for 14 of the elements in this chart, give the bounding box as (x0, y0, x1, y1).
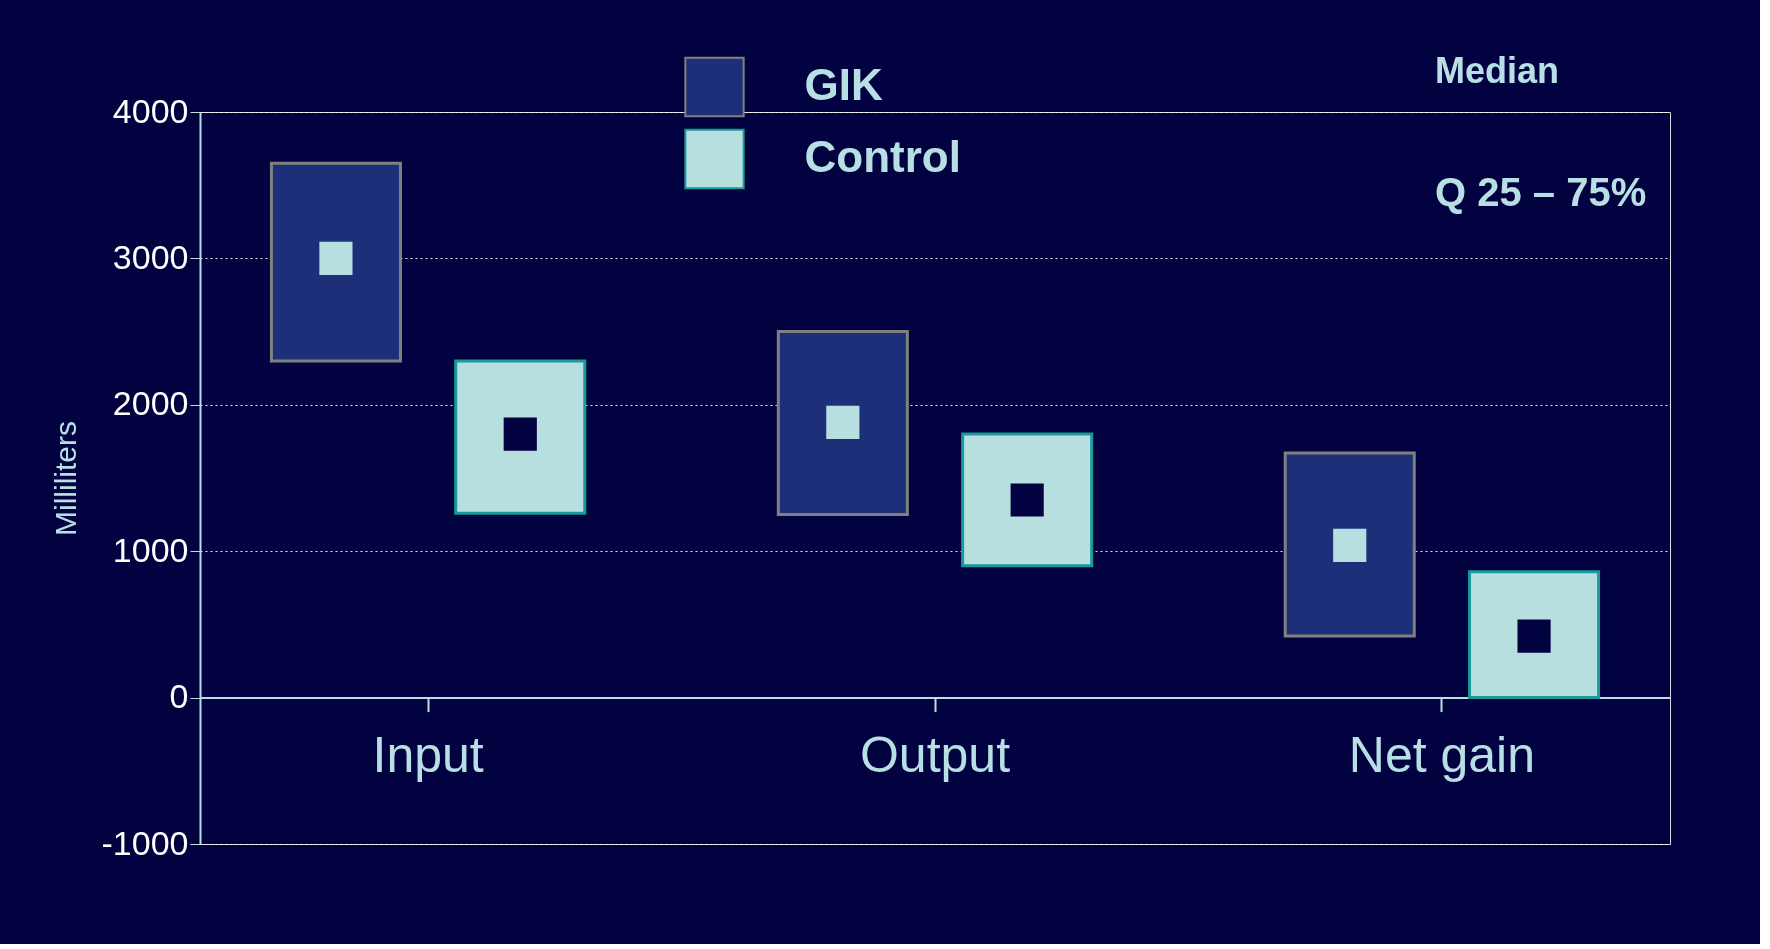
text: Median (1435, 50, 1560, 91)
x-tick-label: Input (372, 727, 484, 784)
y-tick-label: 4000 (112, 91, 189, 130)
legend-label: Control (804, 132, 961, 181)
y-tick-label: 1000 (112, 530, 189, 569)
annotation: Q 25 – 75% (1435, 170, 1647, 214)
y-tick-label: -1000 (101, 823, 189, 862)
y-axis-title: Milliliters (48, 421, 82, 536)
legend-label: GIK (804, 60, 883, 109)
y-tick-label: 2000 (112, 384, 189, 423)
x-tick-label: Output (859, 727, 1011, 784)
y-tick-label: 3000 (112, 237, 189, 276)
y-tick-label: 0 (169, 677, 189, 716)
x-tick-label: Net gain (1348, 727, 1536, 784)
